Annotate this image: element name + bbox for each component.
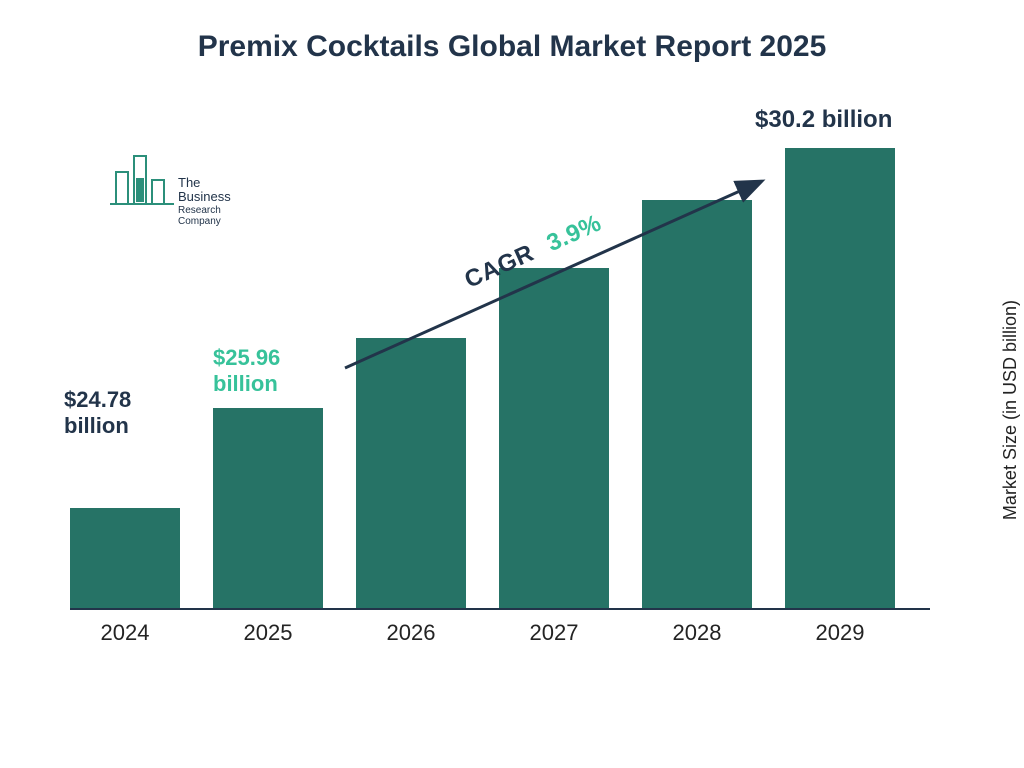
chart-area: 2024 2025 2026 2027 2028 2029 $24.78 bil… bbox=[70, 130, 930, 650]
chart-title: Premix Cocktails Global Market Report 20… bbox=[0, 30, 1024, 64]
xlabel-2029: 2029 bbox=[785, 620, 895, 646]
xlabel-2024: 2024 bbox=[70, 620, 180, 646]
bar-2026 bbox=[356, 338, 466, 608]
bar-group bbox=[70, 130, 930, 608]
callout-2025-l1: $25.96 bbox=[213, 345, 280, 370]
callout-2025-l2: billion bbox=[213, 371, 280, 396]
callout-2025: $25.96 billion bbox=[213, 345, 280, 396]
callout-2029: $30.2 billion bbox=[755, 106, 892, 134]
xlabel-2028: 2028 bbox=[642, 620, 752, 646]
bar-2028 bbox=[642, 200, 752, 608]
page-root: { "title": { "text": "Premix Cocktails G… bbox=[0, 0, 1024, 768]
xlabel-2025: 2025 bbox=[213, 620, 323, 646]
chart-title-text: Premix Cocktails Global Market Report 20… bbox=[198, 30, 827, 63]
xlabel-2026: 2026 bbox=[356, 620, 466, 646]
x-axis-line bbox=[70, 608, 930, 610]
bar-2024 bbox=[70, 508, 180, 608]
xlabel-2027: 2027 bbox=[499, 620, 609, 646]
callout-2024-l1: $24.78 bbox=[64, 387, 131, 412]
bar-2025 bbox=[213, 408, 323, 608]
callout-2029-l1: $30.2 billion bbox=[755, 106, 892, 134]
callout-2024: $24.78 billion bbox=[64, 387, 131, 438]
y-axis-label: Market Size (in USD billion) bbox=[1000, 300, 1021, 520]
callout-2024-l2: billion bbox=[64, 413, 131, 438]
bar-2027 bbox=[499, 268, 609, 608]
bar-2029 bbox=[785, 148, 895, 608]
